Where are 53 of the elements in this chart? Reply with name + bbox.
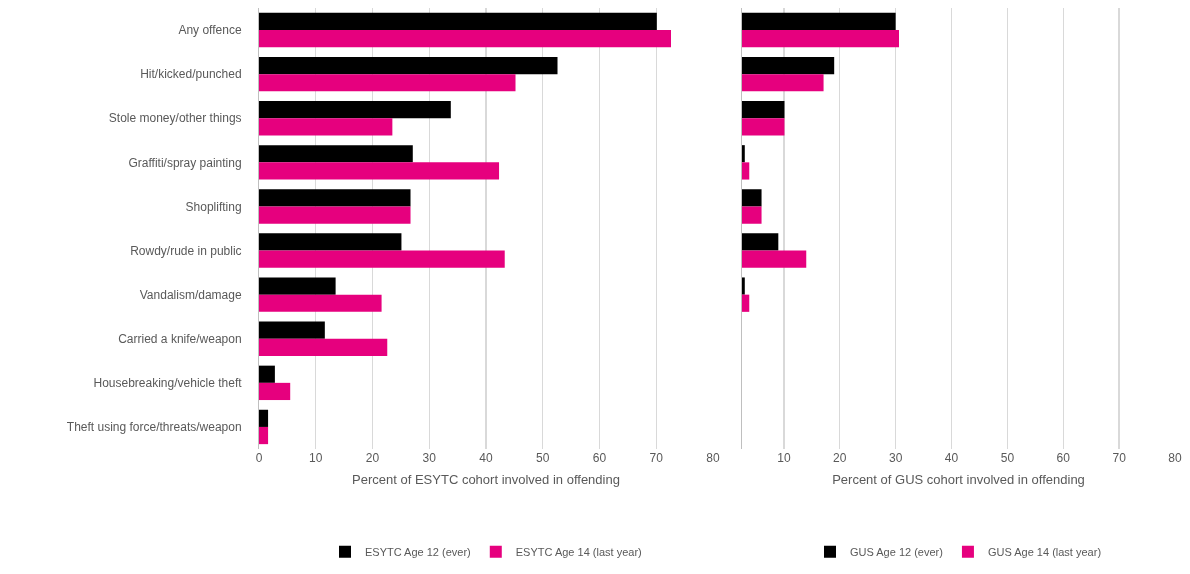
bar bbox=[259, 145, 413, 163]
bar bbox=[259, 30, 671, 48]
x-tick-label: 80 bbox=[706, 451, 720, 465]
x-tick-label: 40 bbox=[479, 451, 493, 465]
x-tick-label: 30 bbox=[422, 451, 437, 465]
y-tick-label: Stole money/other things bbox=[108, 111, 242, 126]
bar bbox=[259, 338, 388, 356]
bar bbox=[259, 56, 558, 75]
bar bbox=[259, 101, 451, 119]
x-tick-label: 60 bbox=[592, 451, 607, 465]
y-tick-label: Any offence bbox=[178, 23, 242, 38]
y-tick-label: Theft using force/threats/weapon bbox=[66, 420, 242, 435]
bar bbox=[259, 294, 382, 312]
x-tick-label: 50 bbox=[536, 451, 550, 465]
x-tick-label: 10 bbox=[309, 451, 323, 465]
x-tick-label: 30 bbox=[888, 451, 903, 465]
bar bbox=[259, 321, 325, 339]
bar bbox=[259, 277, 336, 295]
y-tick-label: Rowdy/rude in public bbox=[130, 243, 242, 258]
y-tick-label: Vandalism/damage bbox=[139, 287, 242, 302]
legend-label: ESYTC Age 14 (last year) bbox=[515, 545, 642, 558]
bar bbox=[259, 74, 516, 92]
bar bbox=[259, 409, 269, 427]
bar bbox=[259, 12, 657, 31]
x-tick-label: 70 bbox=[649, 451, 664, 465]
bar bbox=[259, 250, 505, 268]
x-axis-title: Percent of ESYTC cohort involved in offending bbox=[352, 471, 620, 487]
x-tick-label: 40 bbox=[944, 451, 959, 465]
bar bbox=[259, 162, 500, 180]
x-axis-title: Percent of GUS cohort involved in offending bbox=[832, 471, 1085, 487]
y-tick-label: Housebreaking/vehicle theft bbox=[93, 376, 243, 391]
y-tick-label: Carried a knife/weapon bbox=[118, 331, 242, 346]
y-tick-label: Hit/kicked/punched bbox=[140, 67, 242, 82]
x-tick-label: 50 bbox=[1000, 451, 1015, 465]
x-tick-label: 60 bbox=[1056, 451, 1071, 465]
bar bbox=[259, 426, 269, 445]
legend-label: GUS Age 14 (last year) bbox=[987, 545, 1102, 558]
bar bbox=[259, 189, 411, 207]
x-tick-label: 20 bbox=[833, 451, 847, 465]
bar bbox=[259, 118, 393, 136]
bar bbox=[259, 365, 275, 383]
legend-label: GUS Age 12 (ever) bbox=[850, 545, 943, 558]
x-tick-label: 20 bbox=[365, 451, 380, 465]
bar bbox=[259, 206, 411, 224]
x-tick-label: 10 bbox=[777, 451, 791, 465]
bar bbox=[259, 382, 291, 401]
legend-label: ESYTC Age 12 (ever) bbox=[365, 545, 471, 558]
bar bbox=[259, 233, 402, 251]
x-tick-label: 0 bbox=[255, 451, 263, 465]
y-tick-label: Graffiti/spray painting bbox=[128, 155, 242, 170]
y-tick-label: Shoplifting bbox=[185, 199, 242, 214]
x-tick-label: 80 bbox=[1168, 451, 1182, 465]
x-tick-label: 70 bbox=[1112, 451, 1127, 465]
